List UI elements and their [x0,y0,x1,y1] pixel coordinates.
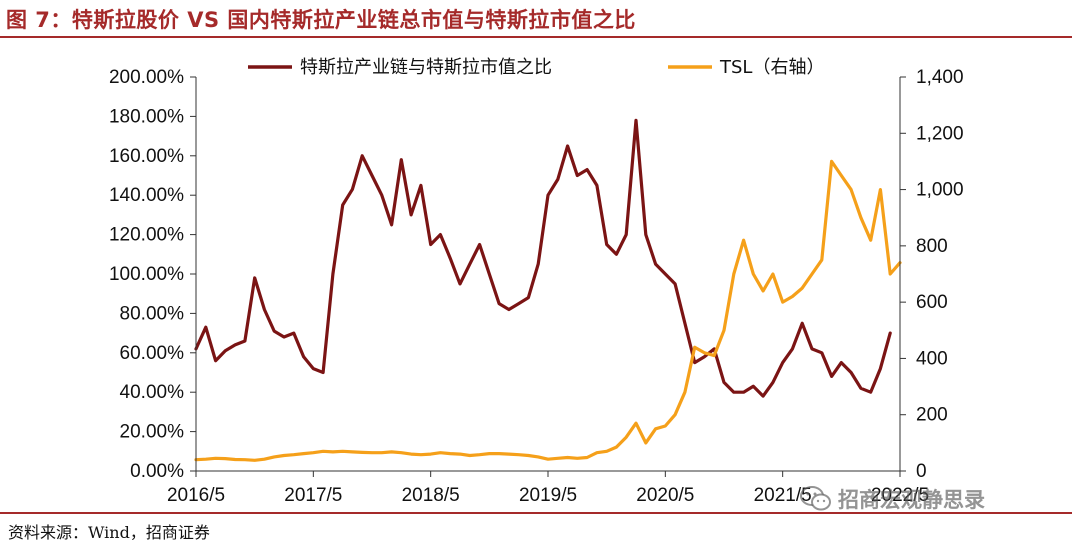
right-tick-label: 1,400 [916,67,964,88]
left-y-axis: 0.00% 20.00% 40.00% 60.00% 80.00% 100.00% 120.… [109,67,197,482]
wechat-watermark: 招商宏观静思录 [800,484,985,514]
source-note: 资料来源：Wind，招商证券 [8,523,210,542]
x-tick-label: 2022/5 [871,485,929,506]
x-tick-label: 2018/5 [402,485,460,506]
dual-axis-line-chart: 特斯拉产业链与特斯拉市值之比 TSL（右轴） 0.00% 20.00% 40.00% 6… [109,57,964,506]
plot-area [194,118,902,462]
figure-title: 图 7：特斯拉股价 VS 国内特斯拉产业链总市值与特斯拉市值之比 [6,8,636,32]
wechat-icon [800,486,831,511]
x-axis: 2016/5 2017/5 2018/5 2019/5 2020/5 2021/5 2022… [167,470,929,506]
left-tick-label: 80.00% [120,303,185,324]
series-line-ratio [194,118,892,398]
left-tick-label: 60.00% [120,343,185,364]
x-tick-label: 2019/5 [519,485,577,506]
x-tick-label: 2021/5 [754,485,812,506]
left-tick-label: 180.00% [109,106,184,127]
x-tick-label: 2016/5 [167,485,225,506]
legend-label: 特斯拉产业链与特斯拉市值之比 [300,57,552,78]
left-tick-label: 140.00% [109,185,184,206]
title-divider [0,36,1072,38]
right-tick-label: 600 [916,292,948,313]
chart-legend: 特斯拉产业链与特斯拉市值之比 TSL（右轴） [248,57,824,78]
left-tick-label: 100.00% [109,264,184,285]
x-tick-label: 2020/5 [636,485,694,506]
left-tick-label: 20.00% [120,422,185,443]
right-tick-label: 200 [916,405,948,426]
left-tick-label: 0.00% [130,461,184,482]
left-tick-label: 40.00% [120,382,185,403]
right-tick-label: 1,200 [916,123,964,144]
x-tick-label: 2017/5 [284,485,342,506]
right-tick-label: 400 [916,348,948,369]
right-tick-label: 1,000 [916,180,964,201]
footer-divider [0,512,1072,514]
figure-title-bar: 图 7：特斯拉股价 VS 国内特斯拉产业链总市值与特斯拉市值之比 [0,0,1080,40]
right-tick-label: 0 [916,461,927,482]
left-tick-label: 160.00% [109,146,184,167]
legend-label: TSL（右轴） [719,57,824,78]
watermark-text: 招商宏观静思录 [838,488,985,512]
left-tick-label: 120.00% [109,225,184,246]
right-tick-label: 800 [916,236,948,257]
right-y-axis: 0 200 400 600 800 1,000 1,200 1,400 [899,67,964,482]
series-line-tsl [194,159,902,462]
left-tick-label: 200.00% [109,67,184,88]
